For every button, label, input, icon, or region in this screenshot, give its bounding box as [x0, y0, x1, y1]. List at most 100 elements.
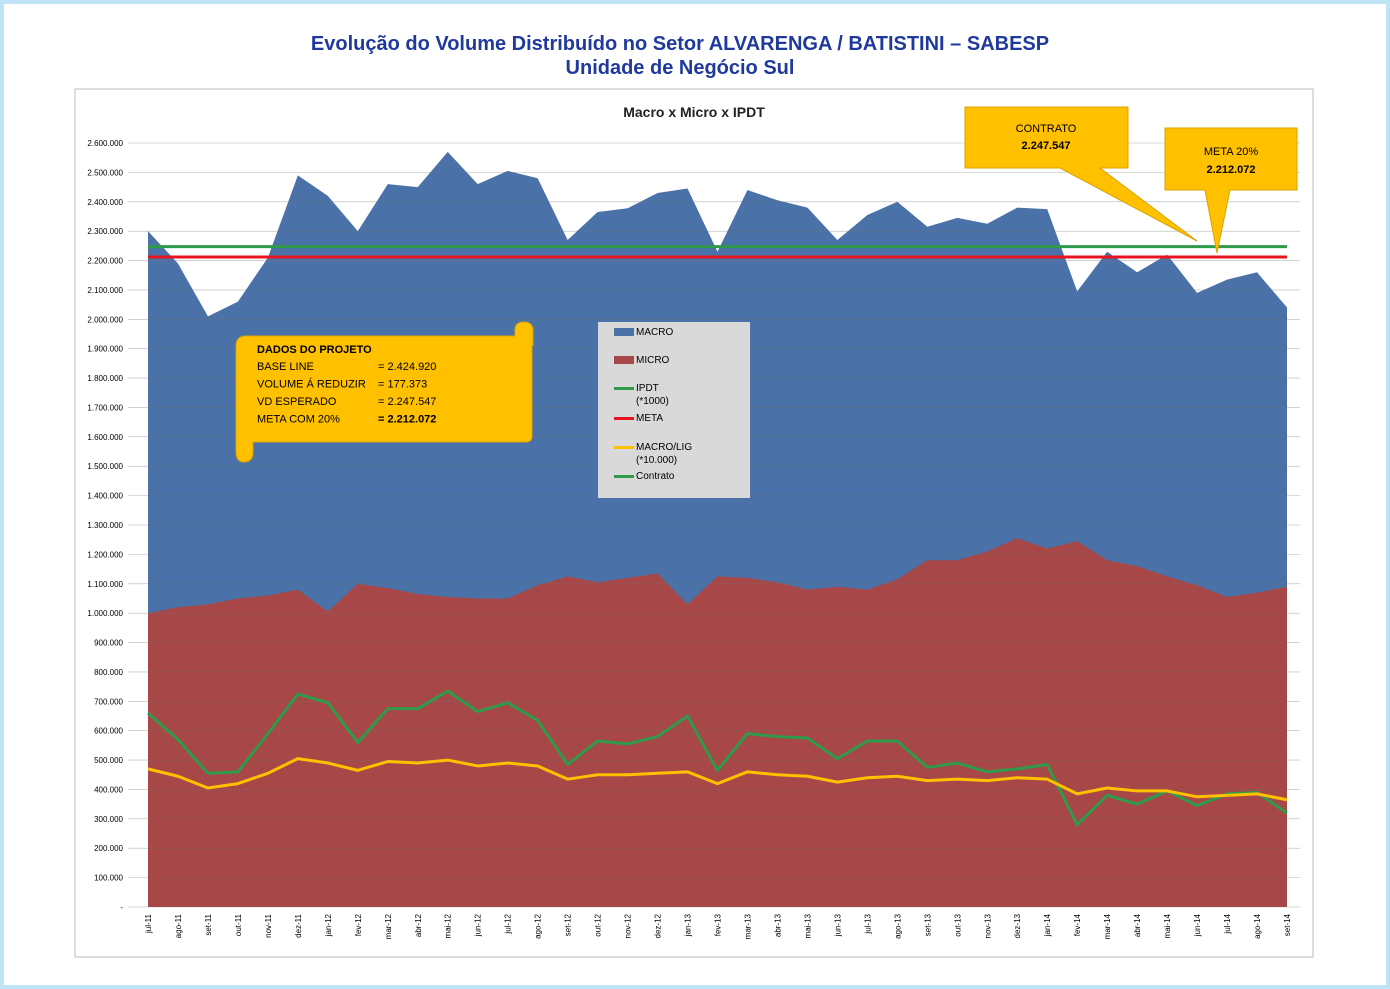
box-row-label: BASE LINE [257, 361, 314, 373]
legend-label: MACRO [636, 327, 674, 338]
line [147, 757, 1288, 802]
callout-label: CONTRATO [1016, 123, 1077, 135]
x-tick-label: jul-11 [144, 913, 153, 934]
legend-label: MACRO/LIG (*10.000) [636, 442, 693, 466]
box-row-label: VD ESPERADO [257, 396, 337, 408]
x-tick-label: out-12 [594, 913, 603, 936]
legend-swatch [614, 328, 634, 336]
area [148, 538, 1287, 907]
legend-entry: META [614, 412, 663, 425]
chart-title: Macro x Micro x IPDT [623, 104, 765, 120]
legend-entry: IPDT (*1000) [614, 382, 669, 408]
legend-label: IPDT (*1000) [636, 383, 669, 407]
x-tick-label: abr-12 [414, 913, 423, 937]
x-tick-label: mai-12 [444, 913, 453, 938]
y-tick-label: 1.300.000 [87, 521, 123, 530]
x-tick-label: set-14 [1283, 913, 1292, 936]
x-tick-label: jan-14 [1043, 913, 1052, 937]
x-tick-label: mar-12 [384, 913, 393, 939]
x-tick-label: set-12 [564, 913, 573, 936]
x-tick-label: dez-11 [294, 913, 303, 937]
y-tick-label: 2.400.000 [87, 198, 123, 207]
x-tick-label: mar-14 [1103, 913, 1112, 939]
callout-shape [1164, 127, 1298, 254]
x-tick-label: ago-13 [893, 913, 902, 938]
x-tick-label: nov-13 [983, 913, 992, 938]
y-tick-label: 900.000 [94, 639, 123, 648]
y-tick-label: 500.000 [94, 756, 123, 765]
box-row-value: = 2.424.920 [378, 361, 436, 373]
y-tick-label: 2.100.000 [87, 286, 123, 295]
x-tick-label: nov-12 [624, 913, 633, 938]
x-tick-label: ago-11 [174, 913, 183, 938]
callout-meta: META 20% 2.212.072 [1164, 127, 1298, 254]
y-tick-label: 700.000 [94, 697, 123, 706]
callout-contrato: CONTRATO 2.247.547 [964, 106, 1198, 242]
legend-swatch [614, 417, 634, 420]
y-tick-label: 2.000.000 [87, 315, 123, 324]
x-tick-label: abr-14 [1133, 913, 1142, 937]
project-box: DADOS DO PROJETO BASE LINE = 2.424.920 VOL… [235, 321, 534, 463]
x-tick-label: jan-12 [324, 913, 333, 937]
y-tick-label: 1.700.000 [87, 403, 123, 412]
x-tick-label: jan-13 [684, 913, 693, 937]
x-tick-label: ago-12 [534, 913, 543, 938]
x-tick-label: fev-14 [1073, 913, 1082, 936]
x-tick-label: out-13 [953, 913, 962, 936]
x-tick-label: dez-12 [654, 913, 663, 938]
y-tick-label: 1.800.000 [87, 374, 123, 383]
x-tick-label: jul-12 [504, 913, 513, 934]
legend-swatch [614, 356, 634, 364]
x-tick-label: nov-11 [264, 913, 273, 937]
x-tick-label: mar-13 [743, 913, 752, 939]
y-tick-label: 2.500.000 [87, 168, 123, 177]
x-tick-label: fev-13 [714, 913, 723, 936]
x-tick-label: mai-13 [803, 913, 812, 938]
x-tick-label: out-11 [234, 913, 243, 936]
legend-swatch [614, 475, 634, 478]
y-tick-label: 2.300.000 [87, 227, 123, 236]
y-tick-label: 1.200.000 [87, 550, 123, 559]
y-tick-label: 1.600.000 [87, 433, 123, 442]
callout-label: META 20% [1204, 146, 1258, 158]
y-tick-label: 300.000 [94, 815, 123, 824]
x-tick-label: set-11 [204, 913, 213, 935]
y-tick-label: 400.000 [94, 785, 123, 794]
y-tick-label: 1.000.000 [87, 609, 123, 618]
y-tick-label: 2.600.000 [87, 139, 123, 148]
page-title: Evolução do Volume Distribuído no Setor … [311, 33, 1049, 55]
line [147, 689, 1288, 827]
x-tick-label: jun-12 [474, 913, 483, 937]
y-tick-label: 1.100.000 [87, 580, 123, 589]
x-tick-label: jul-14 [1223, 913, 1232, 934]
box-row-value: = 2.247.547 [378, 396, 436, 408]
y-tick-label: 600.000 [94, 727, 123, 736]
legend-swatch [614, 387, 634, 390]
y-tick-label: 100.000 [94, 874, 123, 883]
y-tick-label: 1.500.000 [87, 462, 123, 471]
legend-swatch [614, 446, 634, 449]
legend-entry: MICRO [614, 354, 669, 367]
x-tick-label: ago-14 [1253, 913, 1262, 938]
legend: MACRO MICRO IPDT (*1000) META MACRO/LIG (*10… [598, 322, 750, 498]
y-tick-label: 2.200.000 [87, 257, 123, 266]
callout-shape [964, 106, 1198, 242]
callout-value: 2.212.072 [1207, 164, 1256, 176]
x-tick-label: dez-13 [1013, 913, 1022, 938]
box-rows: BASE LINE = 2.424.920 VOLUME Á REDUZIR = 17… [257, 361, 436, 426]
box-row-label: META COM 20% [257, 414, 340, 426]
y-tick-label: 800.000 [94, 668, 123, 677]
box-row-value: = 2.212.072 [378, 414, 436, 426]
scroll-curl [514, 321, 534, 346]
box-row-label: VOLUME Á REDUZIR [257, 378, 366, 391]
x-tick-label: jun-14 [1193, 913, 1202, 937]
legend-entry: MACRO [614, 326, 674, 339]
x-tick-label: fev-12 [354, 913, 363, 936]
x-tick-label: jun-13 [833, 913, 842, 937]
x-tick-label: jul-13 [863, 913, 872, 934]
legend-label: Contrato [636, 471, 675, 482]
x-tick-label: mai-14 [1163, 913, 1172, 938]
